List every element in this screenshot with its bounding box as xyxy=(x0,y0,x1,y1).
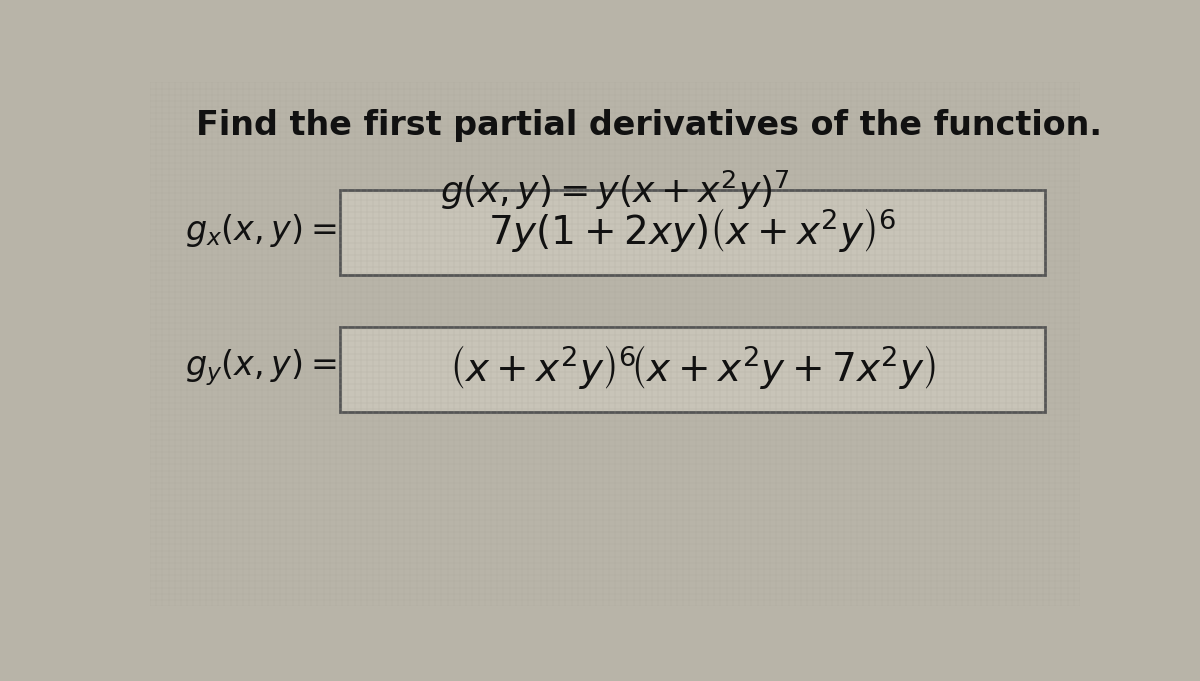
Text: $g_x(x, y) = $: $g_x(x, y) = $ xyxy=(185,212,336,249)
Bar xyxy=(340,190,1045,275)
Text: $7y(1 + 2xy)\left(x + x^2y\right)^6$: $7y(1 + 2xy)\left(x + x^2y\right)^6$ xyxy=(488,206,896,254)
Text: $g(x, y) = y(x + x^2y)^7$: $g(x, y) = y(x + x^2y)^7$ xyxy=(440,169,790,212)
Text: $\left(x + x^2y\right)^6\!\left(x + x^2y + 7x^2y\right)$: $\left(x + x^2y\right)^6\!\left(x + x^2y… xyxy=(449,343,936,392)
Text: $g_y(x, y) = $: $g_y(x, y) = $ xyxy=(185,347,336,387)
Text: Find the first partial derivatives of the function.: Find the first partial derivatives of th… xyxy=(197,110,1103,142)
Bar xyxy=(340,328,1045,412)
